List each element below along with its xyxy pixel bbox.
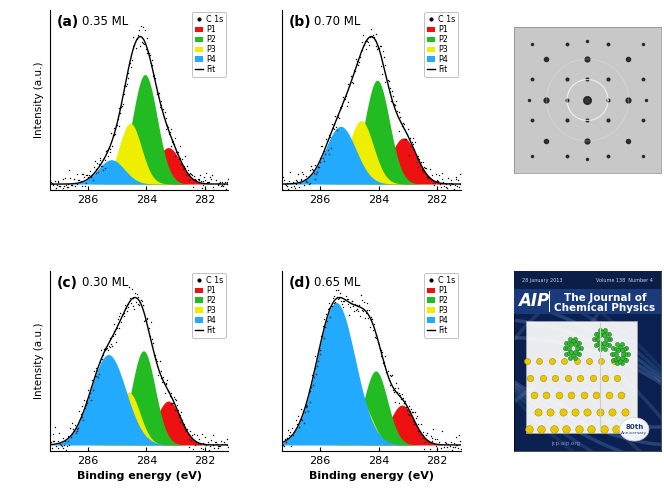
- Legend: C 1s, P1, P2, P3, P4, Fit: C 1s, P1, P2, P3, P4, Fit: [424, 274, 458, 338]
- Legend: C 1s, P1, P2, P3, P4, Fit: C 1s, P1, P2, P3, P4, Fit: [192, 274, 226, 338]
- Legend: C 1s, P1, P2, P3, P4, Fit: C 1s, P1, P2, P3, P4, Fit: [424, 13, 458, 77]
- Y-axis label: Intensity (a.u.): Intensity (a.u.): [35, 62, 44, 138]
- Bar: [515, 289, 661, 314]
- X-axis label: Binding energy (eV): Binding energy (eV): [76, 471, 202, 481]
- Text: The Journal of: The Journal of: [564, 293, 646, 303]
- Y-axis label: Intensity (a.u.): Intensity (a.u.): [35, 323, 44, 399]
- Text: 0.65 ML: 0.65 ML: [314, 277, 361, 290]
- Text: 0.35 ML: 0.35 ML: [82, 16, 128, 29]
- Text: AIP: AIP: [518, 292, 549, 310]
- Ellipse shape: [620, 418, 649, 441]
- Text: 0.70 ML: 0.70 ML: [314, 16, 361, 29]
- Text: 0.30 ML: 0.30 ML: [82, 277, 128, 290]
- Legend: C 1s, P1, P2, P3, P4, Fit: C 1s, P1, P2, P3, P4, Fit: [192, 13, 226, 77]
- Bar: [548, 291, 550, 312]
- Text: (b): (b): [290, 16, 312, 30]
- Text: (c): (c): [57, 277, 78, 291]
- Text: 80th: 80th: [625, 424, 643, 429]
- Text: (a): (a): [57, 16, 79, 30]
- Bar: [526, 321, 637, 433]
- Text: (d): (d): [290, 277, 312, 291]
- Text: Anniversary: Anniversary: [622, 431, 647, 435]
- X-axis label: Binding energy (eV): Binding energy (eV): [309, 471, 434, 481]
- Bar: [515, 271, 661, 289]
- Text: jcp.aip.org: jcp.aip.org: [551, 441, 580, 446]
- Text: 28 January 2013: 28 January 2013: [522, 279, 562, 284]
- Text: Chemical Physics: Chemical Physics: [554, 304, 655, 314]
- Text: Volume 138  Number 4: Volume 138 Number 4: [596, 279, 653, 284]
